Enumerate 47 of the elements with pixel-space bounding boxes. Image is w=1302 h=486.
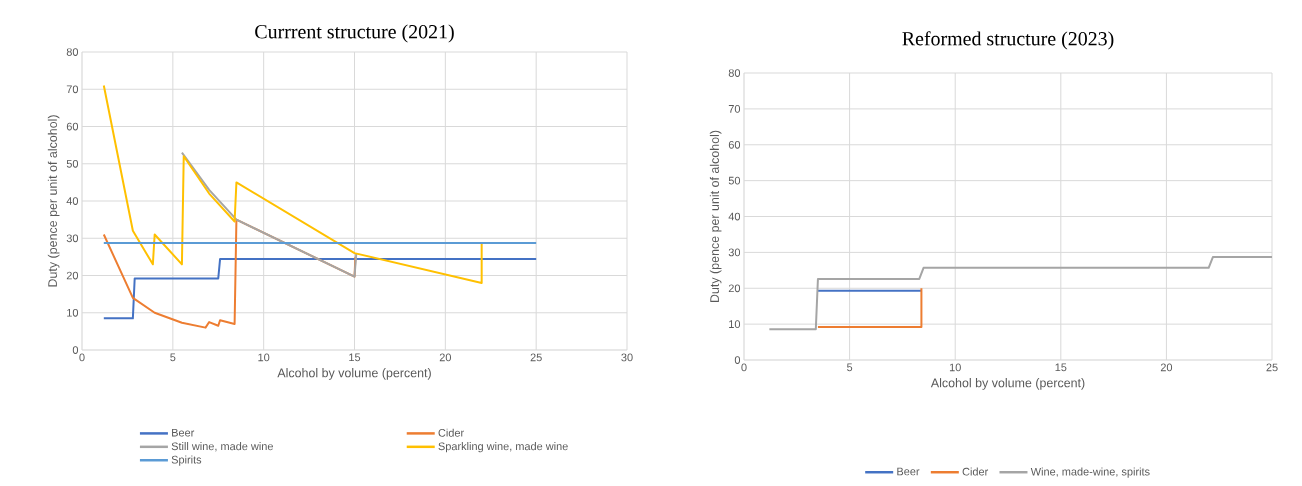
y-axis-title: Duty (pence per unit of alcohol) xyxy=(709,130,722,303)
legend-label: Wine, made-wine, spirits xyxy=(1030,467,1150,478)
chart-title: Reformed structure (2023) xyxy=(902,31,1114,50)
y-tick-label: 40 xyxy=(728,212,741,221)
y-tick-label: 70 xyxy=(66,85,79,94)
chart-title: Currrent structure (2021) xyxy=(255,24,454,43)
y-tick-label: 80 xyxy=(728,69,741,77)
line-series xyxy=(768,256,1273,331)
x-tick-label: 10 xyxy=(949,363,961,372)
y-tick-label: 50 xyxy=(728,176,741,185)
line-series xyxy=(180,151,358,278)
y-tick-label: 0 xyxy=(72,346,79,354)
x-tick-label: 15 xyxy=(349,353,361,362)
x-tick-label: 5 xyxy=(847,363,853,372)
legend-label: Sparkling wine, made wine xyxy=(438,442,568,453)
y-axis-title: Duty (pence per unit of alcohol) xyxy=(47,115,60,287)
y-tick-label: 10 xyxy=(67,308,79,317)
y-tick-label: 20 xyxy=(728,284,741,293)
legend-label: Beer xyxy=(897,467,920,476)
x-tick-label: 15 xyxy=(1055,363,1067,372)
legend-label: Cider xyxy=(962,467,989,476)
y-tick-label: 20 xyxy=(66,271,79,280)
y-tick-label: 40 xyxy=(66,197,79,205)
x-tick-label: 20 xyxy=(1160,363,1173,372)
y-tick-label: 70 xyxy=(728,105,741,113)
legend-label: Still wine, made wine xyxy=(171,442,273,452)
y-tick-label: 60 xyxy=(66,122,79,131)
line-series xyxy=(102,84,483,284)
legend-label: Spirits xyxy=(171,455,202,466)
y-tick-label: 50 xyxy=(66,159,79,168)
y-tick-label: 30 xyxy=(66,234,79,243)
x-tick-label: 0 xyxy=(741,363,747,372)
x-tick-label: 20 xyxy=(439,353,451,362)
y-tick-label: 60 xyxy=(728,140,741,149)
x-tick-label: 5 xyxy=(170,353,176,362)
legend-label: Beer xyxy=(172,428,195,437)
legend-label: Cider xyxy=(438,428,464,437)
x-axis-title: Alcohol by volume (percent) xyxy=(930,378,1085,390)
x-tick-label: 25 xyxy=(530,353,542,362)
y-tick-label: 80 xyxy=(66,48,79,56)
y-tick-label: 30 xyxy=(728,248,741,257)
x-tick-label: 30 xyxy=(621,353,633,362)
y-tick-label: 10 xyxy=(729,320,741,329)
x-axis-title: Alcohol by volume (percent) xyxy=(277,368,431,380)
x-tick-label: 0 xyxy=(79,353,85,362)
x-tick-label: 10 xyxy=(258,353,270,362)
x-tick-label: 25 xyxy=(1266,363,1278,372)
